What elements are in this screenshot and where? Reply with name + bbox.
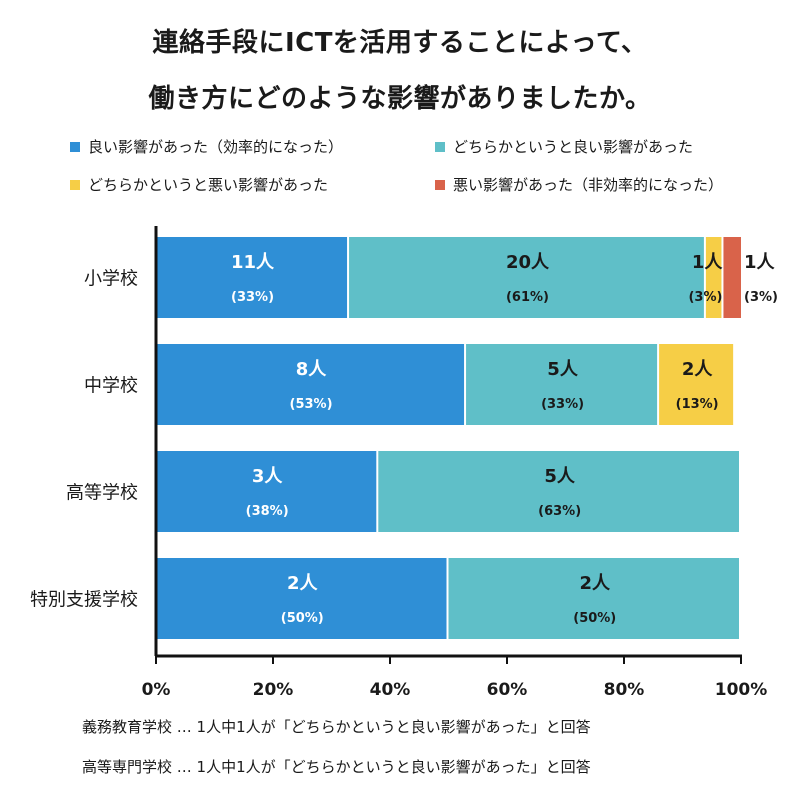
legend-item-good: 良い影響があった（効率的になった）: [70, 136, 343, 157]
bar-segment: [448, 558, 739, 639]
data-label-count: 2人: [579, 573, 611, 594]
footnote-compulsory-school: 義務教育学校 … 1人中1人が「どちらかというと良い影響があった」と回答: [82, 718, 591, 736]
bar-segment: [156, 558, 447, 639]
category-label: 特別支援学校: [30, 590, 138, 611]
data-label-percent: (38%): [246, 504, 289, 519]
legend-swatch-somewhat-good: [435, 141, 445, 152]
data-label-percent: (13%): [676, 397, 719, 412]
data-label-percent: (3%): [688, 290, 722, 305]
footnote-technical-college: 高等専門学校 … 1人中1人が「どちらかというと良い影響があった」と回答: [82, 758, 591, 776]
legend-swatch-bad: [435, 179, 445, 190]
legend-item-somewhat-bad: どちらかというと悪い影響があった: [70, 174, 328, 195]
x-tick-label: 0%: [142, 680, 171, 700]
bar-segment: [705, 237, 722, 318]
bar-segment: [466, 344, 658, 425]
x-tick-label: 20%: [253, 680, 294, 700]
bar-segment: [659, 344, 734, 425]
data-label-count: 1人: [744, 252, 776, 273]
legend-swatch-good: [70, 141, 80, 152]
category-label: 中学校: [84, 376, 138, 397]
x-tick-label: 40%: [370, 680, 411, 700]
data-label-percent: (63%): [538, 504, 581, 519]
data-label-count: 2人: [287, 573, 319, 594]
legend-label-somewhat-good: どちらかというと良い影響があった: [453, 138, 694, 156]
data-label-percent: (61%): [506, 290, 549, 305]
legend-swatch-somewhat-bad: [70, 179, 80, 190]
chart-title-line-1: 連絡手段にICTを活用することによって、: [152, 28, 648, 58]
legend-label-bad: 悪い影響があった（非効率的になった）: [453, 176, 724, 194]
bar-segment: [156, 344, 465, 425]
bar-segment: [349, 237, 704, 318]
data-label-percent: (53%): [290, 397, 333, 412]
data-label-count: 3人: [252, 466, 284, 487]
data-label-percent: (3%): [744, 290, 778, 305]
x-tick-label: 80%: [604, 680, 645, 700]
legend-item-bad: 悪い影響があった（非効率的になった）: [435, 174, 723, 195]
legend-label-good: 良い影響があった（効率的になった）: [88, 138, 344, 156]
data-label-percent: (33%): [231, 290, 274, 305]
legend-label-somewhat-bad: どちらかというと悪い影響があった: [88, 176, 329, 194]
data-label-count: 20人: [506, 252, 550, 273]
data-label-count: 2人: [682, 359, 714, 380]
data-label-count: 8人: [296, 359, 328, 380]
bar-segment: [378, 451, 739, 532]
legend: 良い影響があった（効率的になった） どちらかというと良い影響があった どちらかと…: [70, 136, 770, 202]
category-label: 高等学校: [66, 483, 138, 504]
legend-item-somewhat-good: どちらかというと良い影響があった: [435, 136, 693, 157]
data-label-percent: (50%): [281, 611, 324, 626]
data-label-count: 1人: [692, 252, 724, 273]
x-tick-label: 60%: [487, 680, 528, 700]
data-label-percent: (33%): [541, 397, 584, 412]
category-label: 小学校: [84, 269, 138, 290]
x-tick-label: 100%: [715, 680, 768, 700]
bar-segment: [156, 451, 377, 532]
bar-segment: [156, 237, 348, 318]
bar-segment: [723, 237, 741, 318]
data-label-count: 5人: [547, 359, 579, 380]
data-label-percent: (50%): [573, 611, 616, 626]
data-label-count: 5人: [544, 466, 576, 487]
data-label-count: 11人: [231, 252, 275, 273]
chart-title-line-2: 働き方にどのような影響がありましたか。: [148, 84, 652, 114]
